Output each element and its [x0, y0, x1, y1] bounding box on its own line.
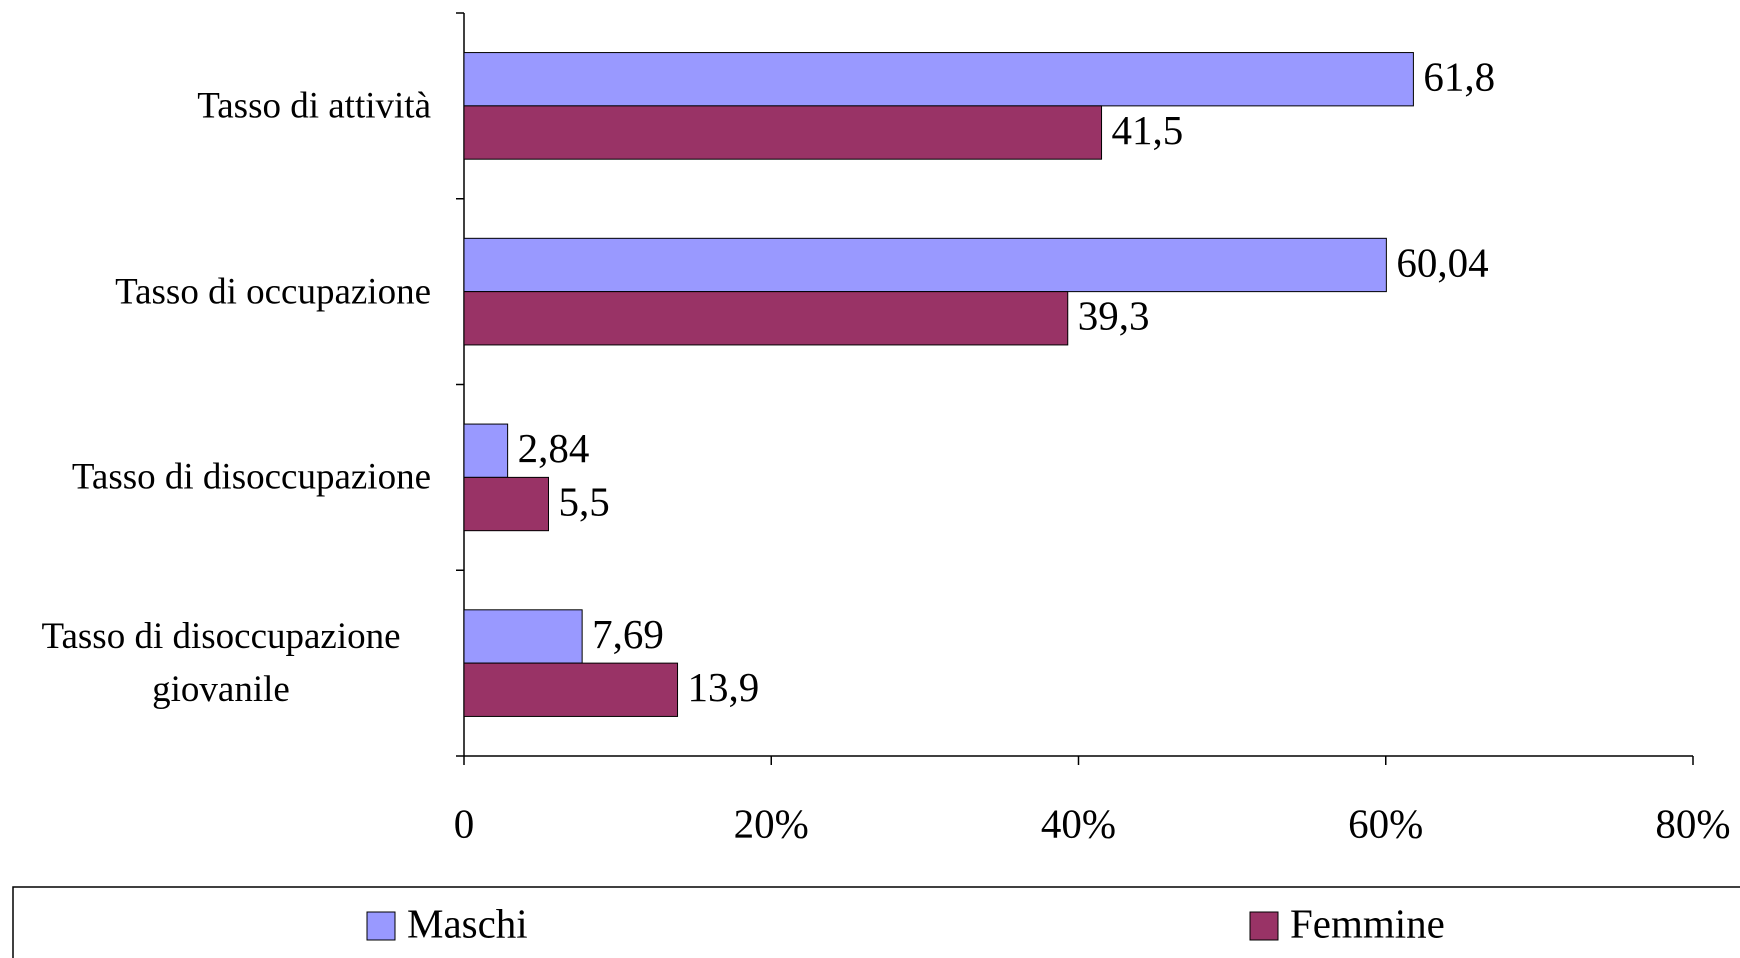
legend-label: Femmine: [1290, 900, 1445, 946]
x-tick-label: 0: [454, 800, 475, 846]
data-label: 60,04: [1396, 239, 1488, 285]
bar: [463, 105, 1103, 160]
y-tick-label: Tasso di occupazione: [11, 265, 431, 318]
category-label: Tasso di disoccupazione: [71, 456, 431, 498]
bar: [463, 662, 679, 717]
category-label: Tasso di occupazione: [115, 271, 431, 313]
bar: [463, 423, 509, 478]
legend-label: Maschi: [407, 900, 528, 946]
x-tick-label: 60%: [1348, 800, 1423, 846]
legend-box: [12, 886, 1740, 958]
data-label: 41,5: [1112, 107, 1184, 153]
x-tick-label: 20%: [734, 800, 809, 846]
bar: [463, 291, 1069, 346]
bar: [463, 609, 583, 664]
x-tick-label: 40%: [1041, 800, 1116, 846]
y-tick-label: Tasso di disoccupazione: [11, 451, 431, 504]
bar: [463, 52, 1414, 107]
y-tick-label: Tasso di disoccupazione giovanile: [11, 610, 431, 716]
category-label: Tasso di attività: [197, 85, 431, 127]
data-label: 2,84: [518, 425, 590, 471]
data-label: 7,69: [592, 611, 664, 657]
y-tick-label: Tasso di attività: [11, 79, 431, 132]
data-label: 61,8: [1423, 54, 1495, 100]
data-label: 13,9: [688, 664, 760, 710]
data-label: 5,5: [558, 478, 609, 524]
x-tick-label: 80%: [1655, 800, 1730, 846]
bar: [463, 237, 1387, 293]
legend-swatch: [366, 911, 396, 941]
category-label: Tasso di disoccupazione giovanile: [41, 616, 401, 711]
data-label: 39,3: [1078, 293, 1150, 339]
bar: [463, 476, 549, 532]
legend-swatch: [1249, 911, 1279, 941]
